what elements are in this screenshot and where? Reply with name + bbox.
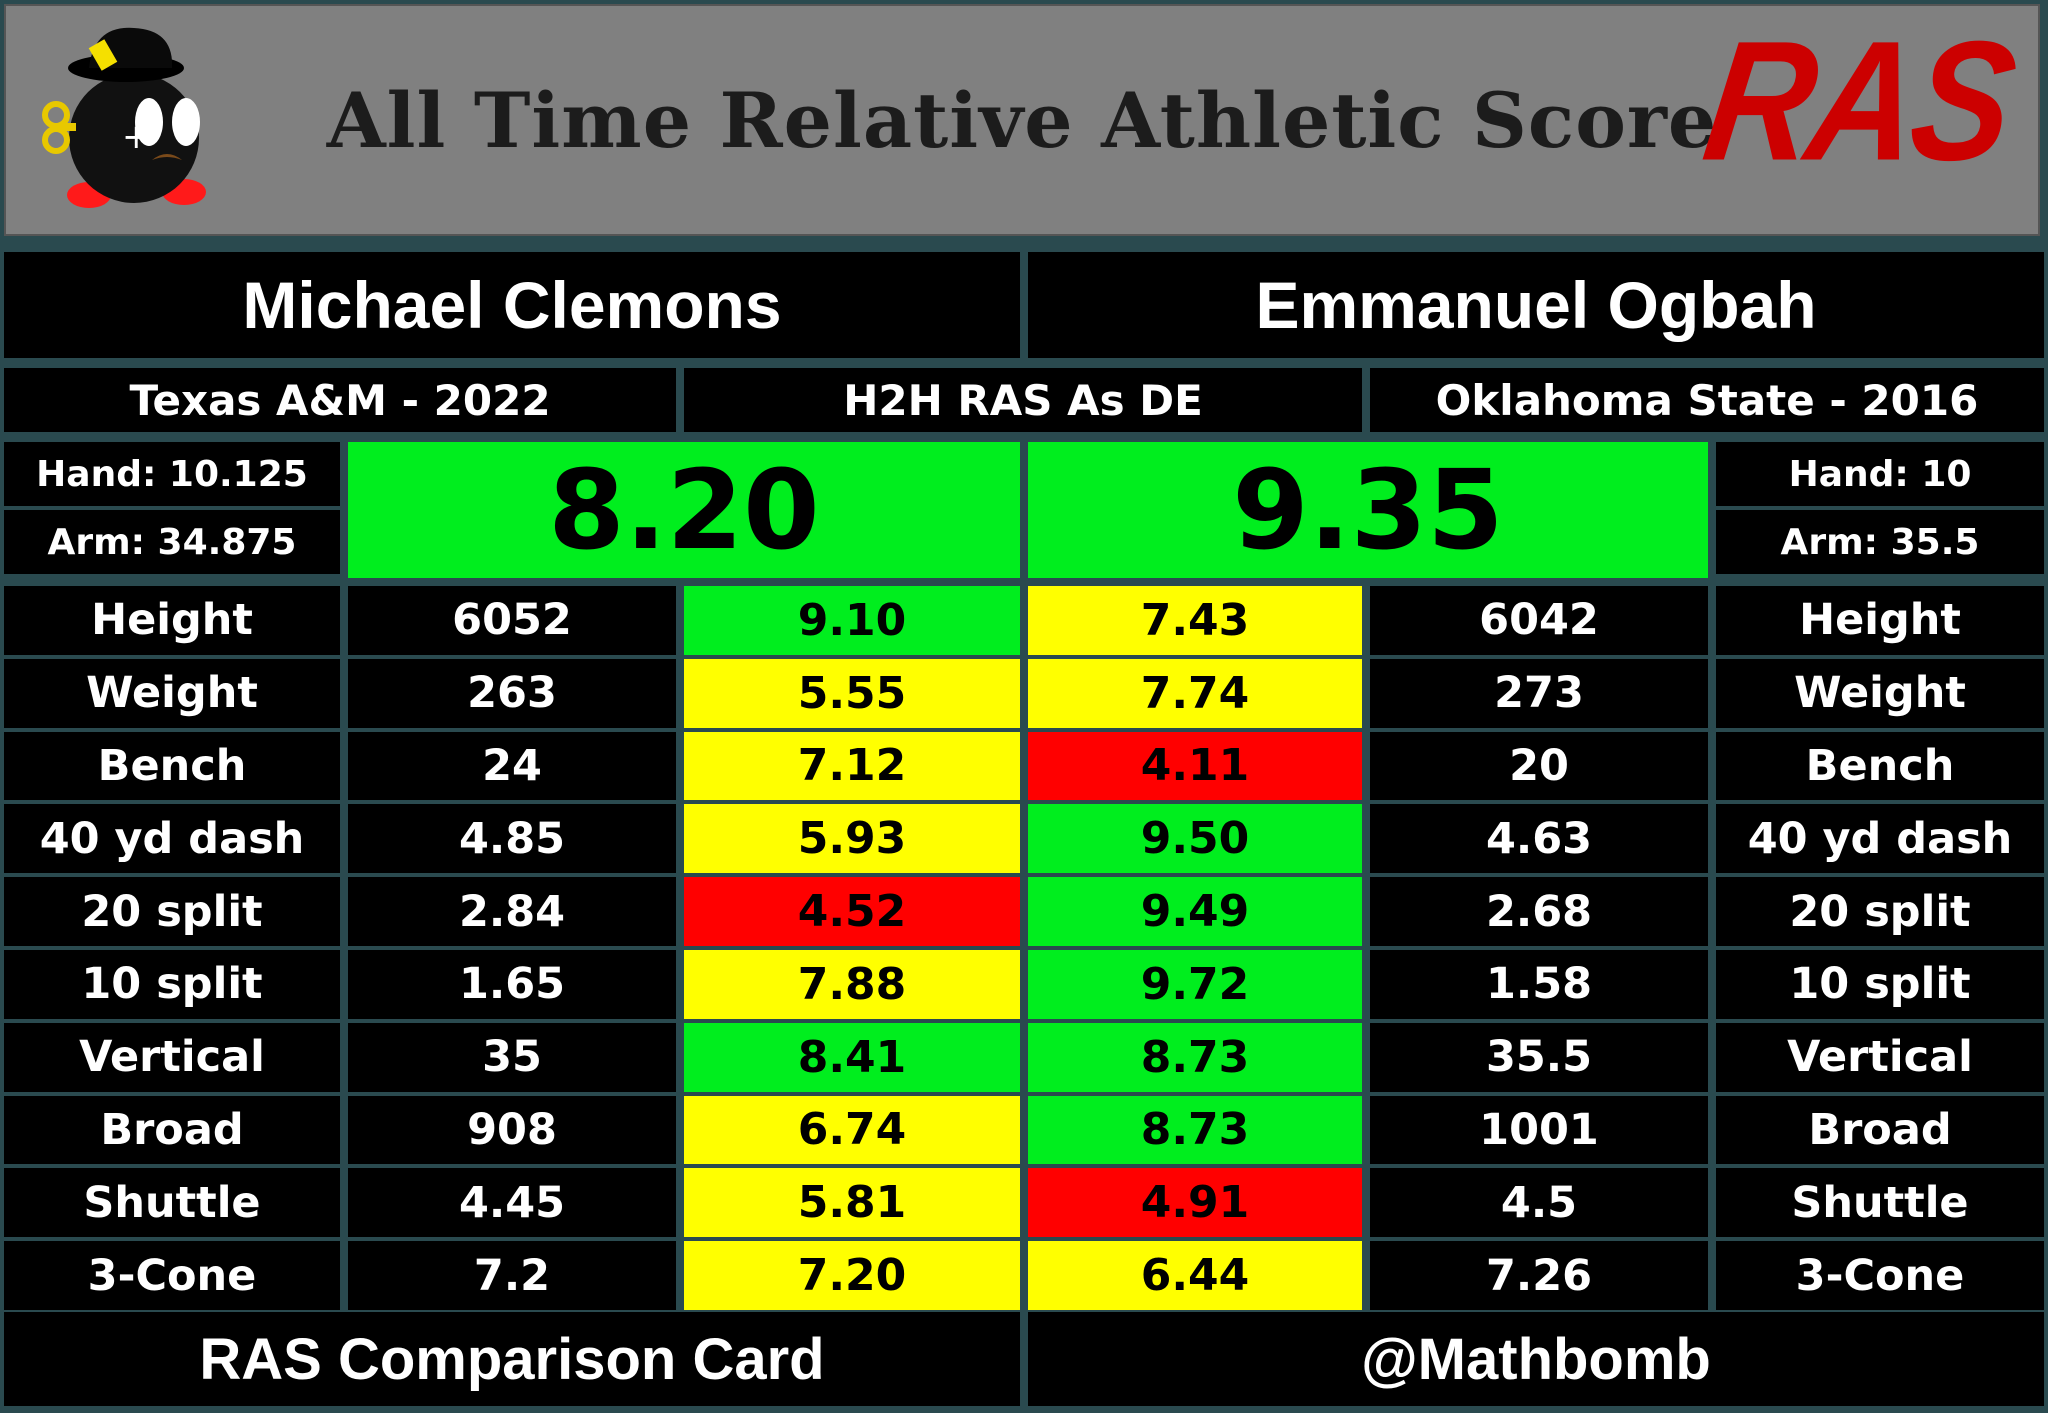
header-title: All Time Relative Athletic Score xyxy=(326,76,1718,165)
left-metric-label: 10 split xyxy=(4,950,340,1019)
left-metric-value: 24 xyxy=(348,731,676,801)
right-metric-score: 7.43 xyxy=(1028,586,1362,655)
right-metric-score: 9.72 xyxy=(1028,950,1362,1019)
left-metric-value: 4.85 xyxy=(348,804,676,874)
left-player-name: Michael Clemons xyxy=(4,252,1020,358)
ras-logo: RAS xyxy=(1694,6,2022,197)
left-metric-value: 4.45 xyxy=(348,1168,676,1238)
left-metric-label: Shuttle xyxy=(4,1168,340,1238)
right-player-name: Emmanuel Ogbah xyxy=(1028,252,2044,358)
left-metric-value: 908 xyxy=(348,1095,676,1165)
right-hand-size: Hand: 10 xyxy=(1716,442,2044,506)
right-metric-label: Shuttle xyxy=(1716,1168,2044,1238)
right-metric-value: 1001 xyxy=(1370,1095,1708,1165)
left-metric-score: 7.88 xyxy=(684,950,1020,1019)
right-metric-score: 9.50 xyxy=(1028,804,1362,874)
right-metric-value: 7.26 xyxy=(1370,1241,1708,1310)
left-metric-score: 8.41 xyxy=(684,1022,1020,1092)
svg-text:+: + xyxy=(122,117,151,157)
right-metric-value: 4.63 xyxy=(1370,804,1708,874)
right-metric-value: 20 xyxy=(1370,731,1708,801)
right-metric-label: Bench xyxy=(1716,731,2044,801)
right-metric-score: 7.74 xyxy=(1028,658,1362,728)
right-metric-label: Weight xyxy=(1716,658,2044,728)
left-metric-label: 40 yd dash xyxy=(4,804,340,874)
right-school-year: Oklahoma State - 2016 xyxy=(1370,368,2044,432)
left-metric-score: 6.74 xyxy=(684,1095,1020,1165)
right-metric-score: 6.44 xyxy=(1028,1241,1362,1310)
right-metric-value: 2.68 xyxy=(1370,877,1708,946)
footer-card-label: RAS Comparison Card xyxy=(4,1312,1020,1406)
left-metric-score: 5.55 xyxy=(684,658,1020,728)
left-metric-label: Weight xyxy=(4,658,340,728)
left-hand-size: Hand: 10.125 xyxy=(4,442,340,506)
left-metric-value: 263 xyxy=(348,658,676,728)
comparison-label: H2H RAS As DE xyxy=(684,368,1362,432)
right-metric-score: 8.73 xyxy=(1028,1022,1362,1092)
comparison-card: Michael Clemons Emmanuel Ogbah Texas A&M… xyxy=(4,248,2044,1409)
left-metric-label: 20 split xyxy=(4,877,340,946)
left-metric-score: 7.20 xyxy=(684,1241,1020,1310)
left-metric-score: 4.52 xyxy=(684,877,1020,946)
right-metric-value: 273 xyxy=(1370,658,1708,728)
left-metric-label: 3-Cone xyxy=(4,1241,340,1310)
left-metric-label: Broad xyxy=(4,1095,340,1165)
left-metric-label: Height xyxy=(4,586,340,655)
left-arm-length: Arm: 34.875 xyxy=(4,510,340,574)
right-metric-label: Broad xyxy=(1716,1095,2044,1165)
right-metric-label: 10 split xyxy=(1716,950,2044,1019)
right-metric-label: 20 split xyxy=(1716,877,2044,946)
right-metric-value: 35.5 xyxy=(1370,1022,1708,1092)
left-metric-score: 5.81 xyxy=(684,1168,1020,1238)
left-metric-value: 2.84 xyxy=(348,877,676,946)
left-metric-label: Bench xyxy=(4,731,340,801)
right-metric-score: 4.11 xyxy=(1028,731,1362,801)
left-ras-score: 8.20 xyxy=(348,442,1020,578)
left-metric-score: 5.93 xyxy=(684,804,1020,874)
right-metric-score: 9.49 xyxy=(1028,877,1362,946)
right-metric-score: 8.73 xyxy=(1028,1095,1362,1165)
left-metric-score: 9.10 xyxy=(684,586,1020,655)
left-metric-score: 7.12 xyxy=(684,731,1020,801)
right-metric-value: 4.5 xyxy=(1370,1168,1708,1238)
right-metric-score: 4.91 xyxy=(1028,1168,1362,1238)
right-metric-label: 40 yd dash xyxy=(1716,804,2044,874)
right-ras-score: 9.35 xyxy=(1028,442,1708,578)
left-metric-value: 35 xyxy=(348,1022,676,1092)
right-metric-value: 6042 xyxy=(1370,586,1708,655)
right-metric-label: Vertical xyxy=(1716,1022,2044,1092)
left-metric-label: Vertical xyxy=(4,1022,340,1092)
mascot-bomb-icon: + xyxy=(42,27,206,208)
right-arm-length: Arm: 35.5 xyxy=(1716,510,2044,574)
header-banner: + All Time Relative Athletic Score RAS xyxy=(4,4,2040,236)
left-metric-value: 1.65 xyxy=(348,950,676,1019)
right-metric-label: 3-Cone xyxy=(1716,1241,2044,1310)
footer-handle: @Mathbomb xyxy=(1028,1312,2044,1406)
left-metric-value: 6052 xyxy=(348,586,676,655)
left-school-year: Texas A&M - 2022 xyxy=(4,368,676,432)
left-metric-value: 7.2 xyxy=(348,1241,676,1310)
right-metric-label: Height xyxy=(1716,586,2044,655)
right-metric-value: 1.58 xyxy=(1370,950,1708,1019)
